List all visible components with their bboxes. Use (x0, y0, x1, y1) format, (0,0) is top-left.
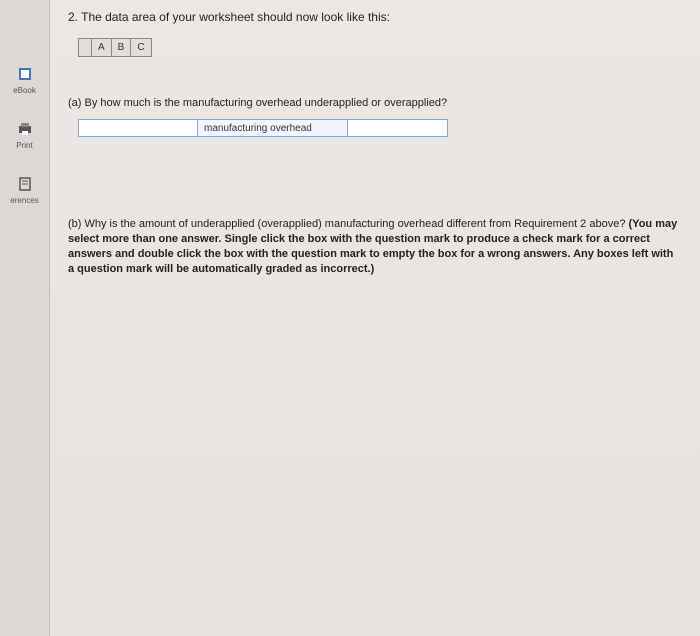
answer-input-blank-2[interactable] (348, 119, 448, 137)
sidebar-label-print: Print (16, 141, 32, 150)
references-icon (15, 174, 35, 194)
sidebar-label-references: erences (10, 196, 38, 205)
worksheet-table: A B C (78, 38, 152, 57)
sidebar-item-blank[interactable] (15, 20, 35, 40)
sidebar-item-references[interactable]: erences (10, 174, 38, 205)
col-header-b: B (111, 39, 131, 57)
question-a: (a) By how much is the manufacturing ove… (68, 97, 682, 109)
ebook-icon (15, 64, 35, 84)
table-header-row: A B C (79, 39, 152, 57)
sidebar-item-ebook[interactable]: eBook (13, 64, 36, 95)
answer-row-a: manufacturing overhead (78, 119, 682, 137)
print-icon (15, 119, 35, 139)
question-b-lead: (b) Why is the amount of underapplied (o… (68, 218, 629, 230)
sidebar: eBook Print erences (0, 0, 50, 636)
question-b: (b) Why is the amount of underapplied (o… (68, 217, 682, 276)
answer-dropdown[interactable]: manufacturing overhead (198, 119, 348, 137)
sidebar-item-print[interactable]: Print (15, 119, 35, 150)
main-content: 2. The data area of your worksheet shoul… (50, 0, 700, 636)
sidebar-label-ebook: eBook (13, 86, 36, 95)
col-header-a: A (92, 39, 112, 57)
col-header-blank (79, 39, 92, 57)
col-header-c: C (131, 39, 151, 57)
blank-icon (15, 20, 35, 40)
instruction-text: 2. The data area of your worksheet shoul… (68, 10, 682, 24)
answer-input-blank[interactable] (78, 119, 198, 137)
